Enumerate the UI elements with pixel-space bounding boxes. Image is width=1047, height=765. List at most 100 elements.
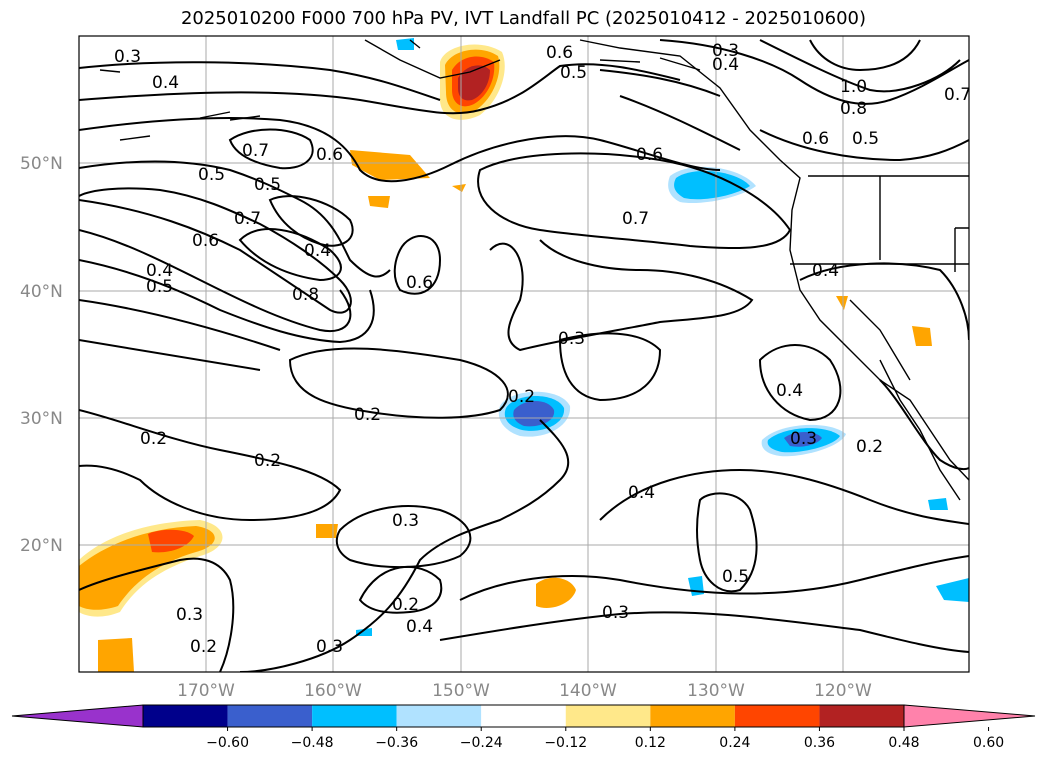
contour-label: 0.6 bbox=[406, 273, 433, 293]
shade-negative bbox=[784, 432, 822, 447]
contour-label: 0.3 bbox=[712, 41, 739, 61]
colorbar-tick-label: 0.12 bbox=[635, 735, 666, 751]
colorbar-tick-label: −0.36 bbox=[375, 735, 418, 751]
lon-label: 160°W bbox=[304, 681, 362, 701]
lat-label: 20°N bbox=[20, 536, 63, 556]
shade-negative bbox=[674, 171, 750, 200]
contour-label: 0.4 bbox=[812, 261, 839, 281]
shade-negative bbox=[396, 38, 414, 50]
contour-label: 0.2 bbox=[508, 387, 535, 407]
contour-label: 0.6 bbox=[192, 231, 219, 251]
contour-label: 0.2 bbox=[354, 405, 381, 425]
shade-negative bbox=[688, 576, 704, 596]
contour-label: 0.3 bbox=[114, 47, 141, 67]
contour-label: 0.5 bbox=[146, 277, 173, 297]
colorbar-extend-max bbox=[903, 704, 1036, 728]
contour-label: 0.4 bbox=[776, 381, 803, 401]
shade-positive bbox=[98, 638, 134, 672]
contour-label: 0.6 bbox=[636, 145, 663, 165]
colorbar: −0.60 −0.48 −0.36 −0.24 −0.12 0.12 0.24 0.36 0.4… bbox=[11, 704, 1036, 751]
contour-label: 0.6 bbox=[546, 43, 573, 63]
colorbar-segment bbox=[819, 705, 904, 727]
colorbar-tick-label: 0.60 bbox=[973, 735, 1004, 751]
lat-label: 50°N bbox=[20, 154, 63, 174]
shade-positive bbox=[836, 296, 848, 310]
contour-lines bbox=[79, 39, 969, 672]
shade-positive bbox=[458, 65, 490, 101]
contour-label: 0.5 bbox=[198, 165, 225, 185]
contour-label: 0.3 bbox=[558, 329, 585, 349]
lon-label: 130°W bbox=[687, 681, 745, 701]
contour-label: 0.2 bbox=[856, 437, 883, 457]
contour-label: 0.8 bbox=[292, 285, 319, 305]
colorbar-tick-label: 0.48 bbox=[888, 735, 919, 751]
contour-label: 0.5 bbox=[852, 129, 879, 149]
lon-label: 170°W bbox=[177, 681, 235, 701]
contour-label: 0.2 bbox=[392, 595, 419, 615]
shade-negative bbox=[513, 401, 555, 427]
contour-label: 0.7 bbox=[234, 209, 261, 229]
colorbar-segment bbox=[312, 705, 397, 727]
contour-label: 0.5 bbox=[254, 175, 281, 195]
gridlines bbox=[79, 36, 969, 672]
contour-label: 0.4 bbox=[406, 617, 433, 637]
contour-label: 0.7 bbox=[242, 141, 269, 161]
contour-label: 0.7 bbox=[944, 85, 971, 105]
contour-label: 0.4 bbox=[152, 73, 179, 93]
colorbar-segment bbox=[396, 705, 482, 727]
lon-label: 120°W bbox=[814, 681, 872, 701]
contour-label: 0.3 bbox=[392, 511, 419, 531]
contour-label: 0.4 bbox=[146, 261, 173, 281]
contour-label: 0.5 bbox=[560, 63, 587, 83]
contour-label: 0.8 bbox=[840, 99, 867, 119]
shade-positive bbox=[368, 196, 390, 208]
colorbar-segment bbox=[227, 705, 313, 727]
colorbar-segment bbox=[650, 705, 735, 727]
lat-label: 40°N bbox=[20, 282, 63, 302]
map-content: 0.3 0.4 0.6 0.5 0.3 0.4 1.0 0.8 0.7 0.6 … bbox=[79, 36, 971, 672]
longitude-labels: 170°W 160°W 150°W 140°W 130°W 120°W bbox=[177, 681, 872, 701]
contour-label: 0.4 bbox=[628, 483, 655, 503]
shade-negative bbox=[928, 498, 948, 510]
contour-label: 0.3 bbox=[176, 605, 203, 625]
colorbar-outline bbox=[142, 704, 905, 728]
contour-label: 0.3 bbox=[790, 429, 817, 449]
contour-label: 0.3 bbox=[316, 637, 343, 657]
colorbar-tick-label: −0.12 bbox=[544, 735, 587, 751]
latitude-labels: 50°N 40°N 30°N 20°N bbox=[20, 154, 63, 556]
lon-label: 140°W bbox=[559, 681, 617, 701]
shade-positive bbox=[148, 529, 194, 553]
map-title: 2025010200 F000 700 hPa PV, IVT Landfall… bbox=[180, 8, 867, 29]
contour-label: 0.7 bbox=[622, 209, 649, 229]
contour-label: 0.6 bbox=[802, 129, 829, 149]
coastlines bbox=[99, 39, 969, 501]
colorbar-tick-label: −0.48 bbox=[291, 735, 334, 751]
contour-label-layer: 0.3 0.4 0.6 0.5 0.3 0.4 1.0 0.8 0.7 0.6 … bbox=[114, 41, 971, 657]
contour-label: 0.4 bbox=[304, 241, 331, 261]
colorbar-segment bbox=[143, 705, 228, 727]
colorbar-tick-label: −0.24 bbox=[460, 735, 503, 751]
lat-label: 30°N bbox=[20, 409, 63, 429]
map-frame bbox=[78, 35, 970, 673]
contour-label: 1.0 bbox=[840, 77, 867, 97]
colorbar-segment bbox=[734, 705, 820, 727]
colorbar-tick-label: 0.24 bbox=[719, 735, 750, 751]
contour-label: 0.4 bbox=[712, 55, 739, 75]
colorbar-extend-min bbox=[11, 704, 144, 728]
lon-label: 150°W bbox=[432, 681, 490, 701]
contour-label: 0.2 bbox=[254, 451, 281, 471]
shade-positive bbox=[536, 577, 576, 609]
contour-label: 0.2 bbox=[140, 429, 167, 449]
colorbar-segment bbox=[481, 705, 566, 727]
shade-positive bbox=[316, 524, 338, 538]
shade-positive bbox=[452, 184, 466, 192]
shade-positive bbox=[350, 150, 430, 180]
colorbar-segment bbox=[565, 705, 651, 727]
shade-positive bbox=[912, 326, 932, 346]
colorbar-tick-label: −0.60 bbox=[206, 735, 249, 751]
shade-negative bbox=[936, 578, 969, 602]
contour-label: 0.2 bbox=[190, 637, 217, 657]
contour-label: 0.3 bbox=[602, 603, 629, 623]
shading-layer bbox=[79, 38, 969, 672]
